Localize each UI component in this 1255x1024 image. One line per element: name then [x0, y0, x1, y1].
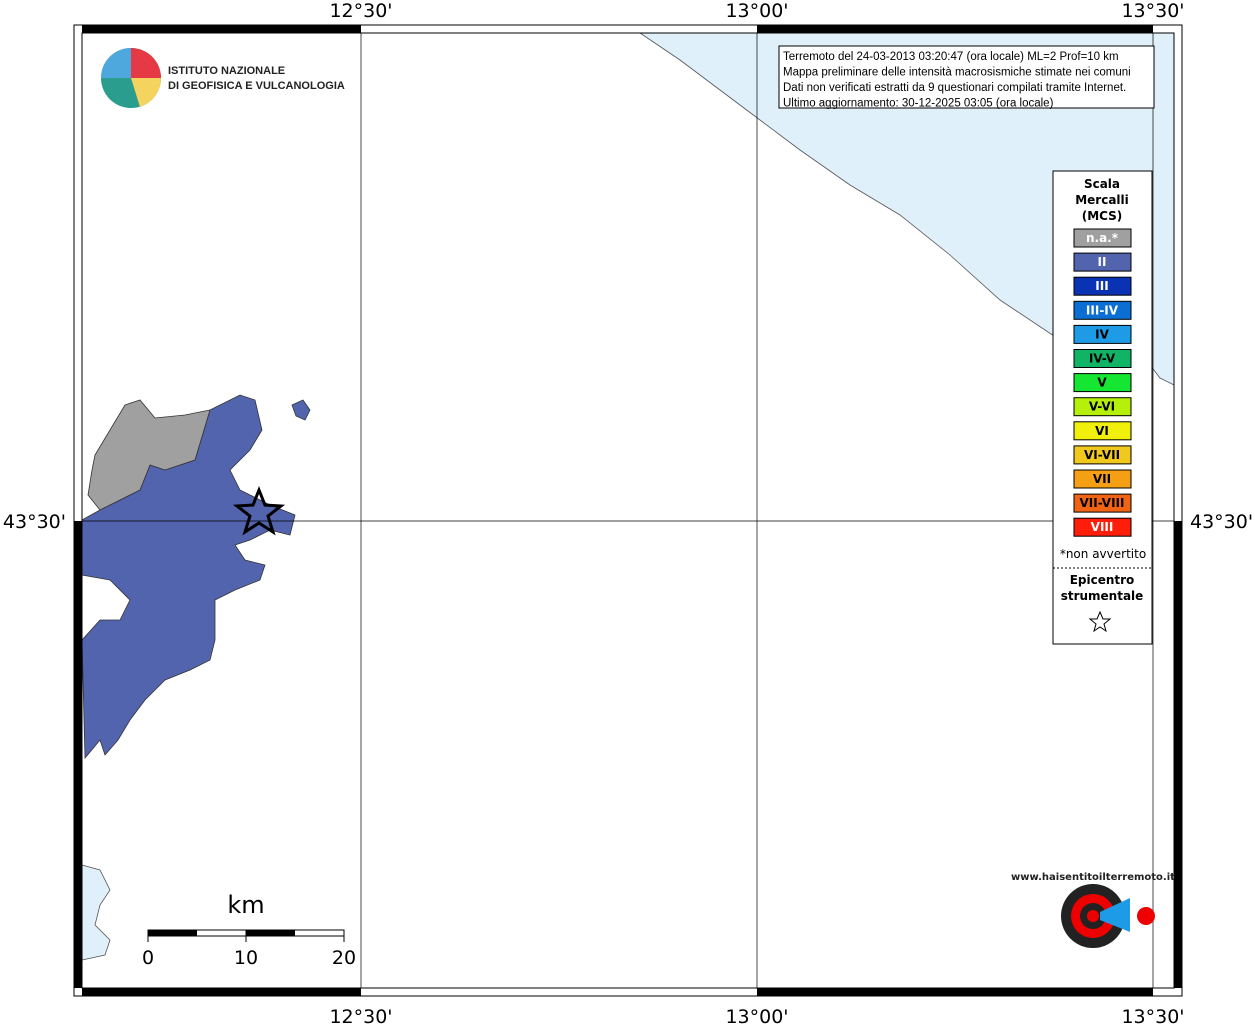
legend-label: V — [1097, 376, 1107, 390]
legend-label: n.a.* — [1086, 231, 1119, 245]
legend-swatch — [1073, 469, 1132, 489]
sea — [638, 32, 1175, 386]
legend-label: III-IV — [1086, 303, 1119, 317]
longitude-label: 13°00' — [725, 1006, 788, 1024]
legend-swatch — [1073, 397, 1132, 417]
legend-swatch — [1073, 493, 1132, 513]
scale-bar-segment — [148, 930, 197, 936]
legend-title: Scala — [1084, 177, 1120, 191]
info-line: Dati non verificati estratti da 9 questi… — [783, 82, 1126, 94]
legend-label: II — [1098, 255, 1107, 269]
longitude-label: 13°30' — [1121, 0, 1184, 22]
latitude-label: 43°30' — [1190, 511, 1253, 533]
legend-label: IV-V — [1089, 352, 1116, 366]
legend-label: VI — [1095, 424, 1109, 438]
info-line: Mappa preliminare delle intensità macros… — [783, 67, 1131, 79]
legend-swatch — [1073, 349, 1132, 368]
legend-swatch — [1073, 373, 1132, 393]
frame — [73, 24, 1183, 997]
legend-label: III — [1095, 279, 1108, 293]
info-line: Ultimo aggiornamento: 30-12-2025 03:05 (… — [783, 98, 1054, 110]
legend-star — [1088, 610, 1112, 633]
latitude-label: 43°30' — [3, 511, 66, 533]
legend-epicenter: Epicentro — [1070, 573, 1135, 587]
legend-swatch — [1073, 300, 1132, 320]
info-box — [778, 45, 1155, 109]
legend-epicenter: strumentale — [1061, 589, 1144, 603]
ingv-logo: ISTITUTO NAZIONALE DI GEOFISICA E VULCAN… — [101, 48, 345, 108]
scale-unit: km — [227, 891, 264, 919]
legend-note: *non avvertito — [1060, 547, 1146, 561]
logo-text: ISTITUTO NAZIONALE — [168, 65, 285, 77]
longitude-label: 13°00' — [725, 0, 788, 22]
logo-text: DI GEOFISICA E VULCANOLOGIA — [168, 80, 345, 92]
legend-label: VII-VIII — [1079, 496, 1124, 510]
longitude-label: 12°30' — [329, 0, 392, 22]
area-ii — [291, 399, 311, 421]
legend-label: VII — [1093, 472, 1111, 486]
legend-label: VI-VII — [1084, 448, 1120, 462]
scale-tick-label: 20 — [332, 947, 356, 969]
longitude-label: 13°30' — [1121, 1006, 1184, 1024]
info-line: Terremoto del 24-03-2013 03:20:47 (ora l… — [783, 51, 1119, 63]
legend-label: V-VI — [1089, 400, 1115, 414]
legend-swatch — [1073, 252, 1132, 272]
legend-label: IV — [1095, 327, 1109, 341]
legend-swatch — [1073, 517, 1132, 537]
graticule — [82, 33, 1174, 988]
legend-swatch — [1073, 445, 1132, 465]
site-logo-text: www.haisentitoilterremoto.it — [1011, 872, 1175, 883]
longitude-label: 12°30' — [329, 1006, 392, 1024]
legend-label: VIII — [1091, 520, 1114, 534]
epicenter — [232, 485, 286, 536]
site-logo: www.haisentitoilterremoto.it — [1011, 872, 1175, 948]
frame — [81, 32, 1175, 989]
legend-title: (MCS) — [1082, 209, 1123, 223]
scale-tick-label: 10 — [234, 947, 258, 969]
sea — [81, 864, 111, 961]
scale-tick-label: 0 — [142, 947, 154, 969]
legend-swatch — [1073, 228, 1132, 248]
legend-swatch — [1073, 276, 1132, 296]
scale-bar-segment — [246, 930, 295, 936]
frame-bars — [74, 25, 1182, 996]
legend-title: Mercalli — [1075, 193, 1129, 207]
area-na — [87, 399, 211, 511]
legend-swatch — [1073, 421, 1132, 441]
legend-swatch — [1073, 324, 1132, 344]
